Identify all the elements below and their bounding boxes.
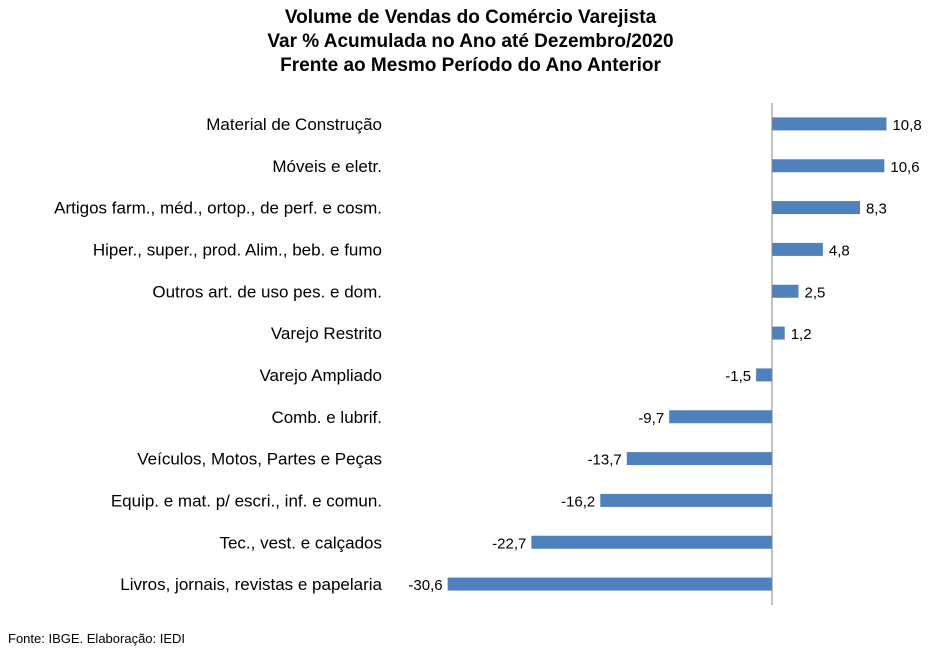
data-label: 10,6 bbox=[890, 159, 919, 176]
category-label: Móveis e eletr. bbox=[272, 157, 382, 176]
bar bbox=[626, 452, 772, 466]
bar bbox=[600, 493, 772, 507]
bar bbox=[447, 577, 772, 591]
category-label: Tec., vest. e calçados bbox=[219, 533, 382, 552]
chart-title-line-3: Frente ao Mesmo Período do Ano Anterior bbox=[280, 55, 661, 76]
bar bbox=[772, 159, 885, 173]
chart-title-line-1: Volume de Vendas do Comércio Varejista bbox=[284, 7, 657, 28]
category-label: Comb. e lubrif. bbox=[271, 408, 382, 427]
data-label: -13,7 bbox=[588, 452, 622, 469]
data-label: -22,7 bbox=[492, 535, 526, 552]
chart-title: Volume de Vendas do Comércio Varejista V… bbox=[0, 6, 941, 78]
category-label: Artigos farm., méd., ortop., de perf. e … bbox=[54, 199, 382, 218]
bar bbox=[669, 410, 772, 424]
category-label: Livros, jornais, revistas e papelaria bbox=[120, 575, 382, 594]
data-label: 1,2 bbox=[791, 326, 812, 343]
category-label: Hiper., super., prod. Alim., beb. e fumo bbox=[93, 240, 382, 259]
category-label: Varejo Ampliado bbox=[259, 366, 382, 385]
bar bbox=[772, 201, 860, 215]
chart-title-line-2: Var % Acumulada no Ano até Dezembro/2020 bbox=[267, 31, 674, 52]
data-label: -16,2 bbox=[561, 493, 595, 510]
bar-chart: Material de Construção 10,8 Móveis e eletr… bbox=[54, 103, 922, 605]
data-label: 10,8 bbox=[892, 117, 921, 134]
category-label: Equip. e mat. p/ escri., inf. e comun. bbox=[111, 491, 382, 510]
bar bbox=[772, 326, 785, 340]
bar bbox=[772, 284, 799, 298]
bar bbox=[772, 117, 887, 131]
category-label: Varejo Restrito bbox=[271, 324, 382, 343]
category-label: Outros art. de uso pes. e dom. bbox=[152, 282, 382, 301]
data-label: 2,5 bbox=[805, 284, 826, 301]
category-label: Veículos, Motos, Partes e Peças bbox=[137, 450, 382, 469]
bar bbox=[756, 368, 772, 382]
data-label: 8,3 bbox=[866, 201, 887, 218]
data-label: -9,7 bbox=[638, 410, 664, 427]
data-label: -1,5 bbox=[725, 368, 751, 385]
source-footer: Fonte: IBGE. Elaboração: IEDI bbox=[8, 631, 186, 646]
data-label: 4,8 bbox=[829, 242, 850, 259]
bar bbox=[531, 535, 772, 549]
bar bbox=[772, 242, 823, 256]
data-label: -30,6 bbox=[408, 577, 442, 594]
category-label: Material de Construção bbox=[206, 115, 382, 134]
